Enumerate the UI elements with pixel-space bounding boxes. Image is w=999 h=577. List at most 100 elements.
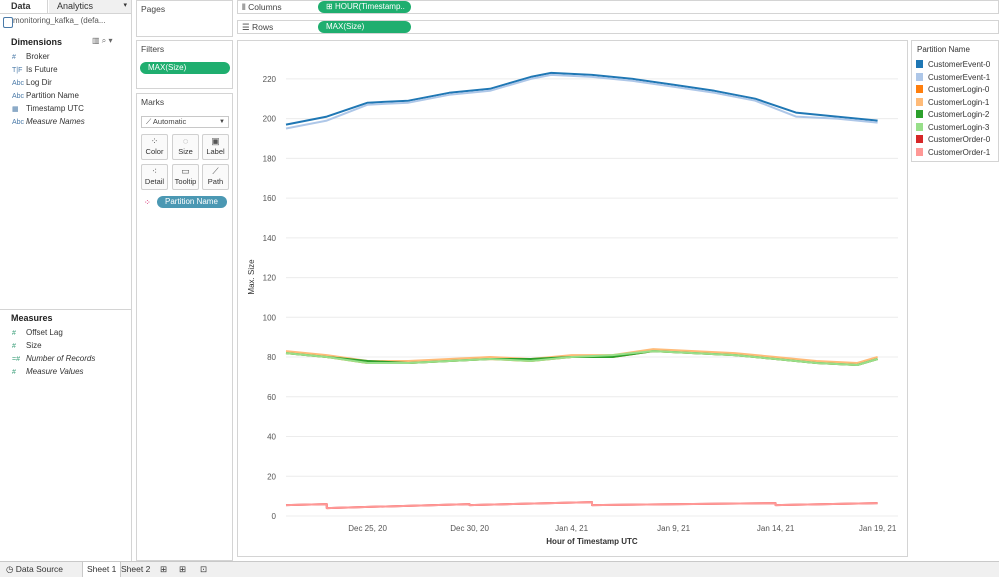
series-line-customerevent-0[interactable] <box>285 71 878 126</box>
field-partition-name[interactable]: Abc Partition Name <box>12 91 79 100</box>
legend-label: CustomerEvent-1 <box>928 72 991 82</box>
number-type-icon: # <box>12 54 16 61</box>
new-worksheet-icon[interactable]: ⊞ <box>160 564 168 574</box>
y-tick-label: 0 <box>272 512 277 521</box>
filters-card[interactable]: Filters MAX(Size) <box>136 40 233 89</box>
y-tick-label: 100 <box>263 313 277 322</box>
legend-label: CustomerEvent-0 <box>928 60 991 69</box>
y-tick-label: 200 <box>263 115 277 124</box>
string-type-icon: Abc <box>12 93 25 100</box>
chevron-down-icon[interactable]: ▾ <box>123 2 127 9</box>
x-tick-label: Dec 30, 20 <box>450 524 489 533</box>
field-number-of-records[interactable]: =# Number of Records <box>12 354 96 363</box>
mark-type-value: Automatic <box>152 117 187 126</box>
pane-divider[interactable] <box>0 309 131 310</box>
x-tick-label: Jan 4, 21 <box>555 524 588 533</box>
field-log-dir[interactable]: Abc Log Dir <box>12 78 52 87</box>
legend-item[interactable]: CustomerLogin-2 <box>916 110 989 121</box>
field-size[interactable]: # Size <box>12 341 42 350</box>
size-button[interactable]: ◌ Size <box>172 134 199 160</box>
legend-label: CustomerLogin-0 <box>928 85 990 94</box>
boolean-type-icon: T|F <box>12 67 23 74</box>
pane-toolbar: ▥ ⌕ ▾ <box>92 36 113 46</box>
tab-data[interactable]: Data <box>0 0 48 13</box>
path-icon: ⟋ <box>212 166 219 176</box>
tab-sheet-2[interactable]: Sheet 2 <box>121 564 151 574</box>
y-tick-label: 140 <box>263 234 277 243</box>
number-type-icon: # <box>12 343 16 350</box>
legend-label: CustomerOrder-0 <box>928 135 991 144</box>
filters-title: Filters <box>141 44 165 54</box>
mark-type-select[interactable]: ⟋ Automatic ▼ <box>141 116 229 128</box>
string-type-icon: Abc <box>12 80 25 87</box>
view-toggle-icon[interactable]: ▥ <box>92 36 100 45</box>
legend-item[interactable]: CustomerEvent-0 <box>916 60 990 71</box>
legend-item[interactable]: CustomerOrder-0 <box>916 135 990 146</box>
new-dashboard-icon[interactable]: ⊞ <box>179 564 187 574</box>
field-measure-values[interactable]: # Measure Values <box>12 367 84 376</box>
label-button[interactable]: ▣ Label <box>202 134 229 160</box>
legend-swatch <box>916 72 923 81</box>
series-line-customerlogin-3[interactable] <box>285 350 878 366</box>
columns-pill-hour-timestamp[interactable]: ⊞ HOUR(Timestamp.. <box>318 1 411 13</box>
field-broker[interactable]: # Broker <box>12 52 50 61</box>
tab-analytics-label: Analytics <box>57 1 94 11</box>
filter-pill-max-size[interactable]: MAX(Size) <box>140 62 230 74</box>
x-tick-label: Dec 25, 20 <box>348 524 387 533</box>
color-pill-partition-name[interactable]: Partition Name <box>157 196 227 208</box>
y-tick-label: 180 <box>263 154 277 163</box>
marks-card: Marks ⟋ Automatic ▼ ⁘ Color ◌ Size ▣ Label ⁖… <box>136 93 233 561</box>
y-tick-labels: 0 20 40 60 80 100 120 140 160 180 200 220 <box>263 75 277 521</box>
y-tick-label: 40 <box>267 433 276 442</box>
legend-swatch <box>916 110 923 118</box>
dimensions-title: Dimensions <box>11 37 63 47</box>
field-offset-lag[interactable]: # Offset Lag <box>12 328 63 337</box>
field-is-future[interactable]: T|F Is Future <box>12 65 58 74</box>
rows-shelf[interactable]: ☰ Rows MAX(Size) <box>237 20 999 34</box>
number-type-icon: # <box>12 330 16 337</box>
calculated-field-icon: =# <box>12 356 20 363</box>
series-line-customerevent-1[interactable] <box>285 73 878 130</box>
color-dots-icon: ⁘ <box>150 136 159 146</box>
pages-card[interactable]: Pages <box>136 0 233 37</box>
path-button[interactable]: ⟋ Path <box>202 164 229 190</box>
tab-analytics[interactable]: Analytics ▾ <box>49 0 131 13</box>
pages-title: Pages <box>141 4 166 14</box>
field-measure-names[interactable]: Abc Measure Names <box>12 117 85 126</box>
new-story-icon[interactable]: ⊡ <box>200 564 208 574</box>
columns-shelf[interactable]: ⦀ Columns ⊞ HOUR(Timestamp.. <box>237 0 999 14</box>
legend-swatch <box>916 122 923 131</box>
legend-item[interactable]: CustomerOrder-1 <box>916 147 991 159</box>
detail-button[interactable]: ⁖ Detail <box>141 164 168 190</box>
menu-chevron-icon[interactable]: ▾ <box>108 36 113 45</box>
rows-pill-max-size[interactable]: MAX(Size) <box>318 21 411 33</box>
color-button[interactable]: ⁘ Color <box>141 134 168 160</box>
series-line-customerorder-1[interactable] <box>285 501 878 510</box>
datasource-name[interactable]: monitoring_kafka_ (defa... <box>13 16 106 25</box>
legend-item[interactable]: CustomerLogin-3 <box>916 122 989 134</box>
tab-data-source[interactable]: ◷ Data Source <box>6 564 64 574</box>
color-legend[interactable]: Partition Name CustomerEvent-0 CustomerEv… <box>911 40 999 162</box>
legend-label: CustomerOrder-1 <box>928 147 991 157</box>
x-tick-labels: Dec 25, 20 Dec 30, 20 Jan 4, 21 Jan 9, 21 Ja… <box>348 524 897 533</box>
line-chart[interactable]: 0 20 40 60 80 100 120 140 160 180 200 220 Dec 25, 2… <box>238 41 907 556</box>
field-timestamp-utc[interactable]: ▦ Timestamp UTC <box>12 104 84 113</box>
tooltip-button[interactable]: ▭ Tooltip <box>172 164 199 190</box>
legend-item[interactable]: CustomerLogin-1 <box>916 97 989 109</box>
y-tick-label: 120 <box>263 274 277 283</box>
columns-icon: ⦀ <box>242 2 249 12</box>
string-type-icon: Abc <box>12 119 25 126</box>
legend-item[interactable]: CustomerLogin-0 <box>916 85 989 96</box>
chevron-down-icon: ▼ <box>219 119 225 125</box>
label-icon: ▣ <box>211 136 220 146</box>
chart-area[interactable]: 0 20 40 60 80 100 120 140 160 180 200 220 Dec 25, 2… <box>237 40 908 557</box>
measures-title: Measures <box>11 313 53 323</box>
legend-swatch <box>916 135 923 143</box>
search-icon[interactable]: ⌕ <box>101 36 107 45</box>
legend-item[interactable]: CustomerEvent-1 <box>916 72 991 84</box>
x-tick-label: Jan 14, 21 <box>757 524 795 533</box>
color-dots-icon: ⁘ <box>144 198 151 207</box>
y-tick-label: 80 <box>267 353 276 362</box>
rows-icon: ☰ <box>242 22 252 32</box>
tab-sheet-1[interactable]: Sheet 1 <box>82 562 122 577</box>
